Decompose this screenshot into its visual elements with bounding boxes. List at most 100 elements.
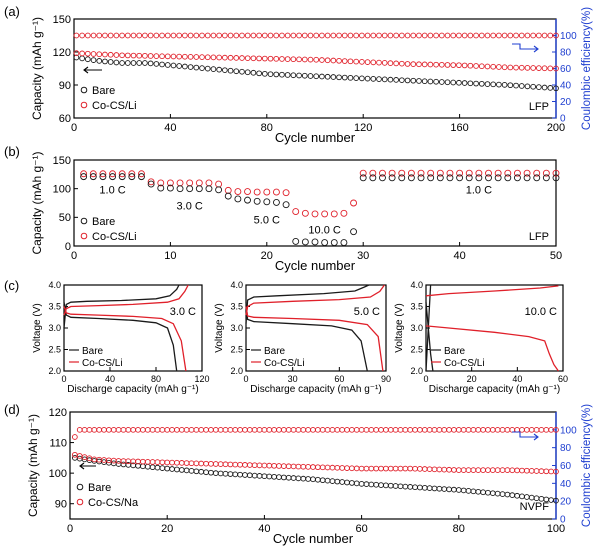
data-point: [256, 473, 263, 479]
y-tick-label: 0: [65, 241, 71, 253]
y-tick-label: 120: [49, 407, 67, 419]
data-point: [182, 32, 188, 39]
data-point: [79, 50, 85, 57]
data-point: [216, 54, 222, 61]
data-point: [80, 173, 88, 181]
data-point: [530, 32, 537, 39]
y-tick-label: 2.5: [410, 345, 423, 355]
data-point: [547, 65, 554, 72]
data-point: [461, 80, 468, 86]
data-point: [431, 485, 438, 492]
data-point: [222, 461, 229, 468]
data-point: [524, 64, 531, 71]
data-point: [490, 32, 497, 39]
y2-axis-label: Coulombic efficiency(%): [581, 404, 593, 527]
data-point: [216, 66, 222, 73]
data-point: [446, 169, 454, 177]
data-point: [438, 61, 445, 68]
data-point: [118, 173, 126, 181]
data-point: [417, 174, 425, 182]
data-point: [416, 32, 422, 39]
data-point: [410, 61, 417, 67]
data-point: [166, 179, 174, 187]
legend-label: Co-CS/Li: [92, 231, 137, 243]
data-point: [174, 466, 180, 473]
data-point: [530, 65, 537, 71]
data-point: [109, 173, 117, 181]
legend-label: Bare: [92, 216, 115, 228]
data-point: [91, 426, 98, 433]
data-point: [90, 57, 97, 63]
data-point: [533, 426, 540, 433]
data-point: [250, 32, 257, 39]
data-point: [553, 32, 559, 39]
voltage-curve: [245, 302, 368, 372]
data-point: [174, 459, 180, 466]
data-point: [251, 472, 258, 479]
data-point: [239, 32, 245, 39]
data-point: [266, 462, 273, 469]
data-point: [193, 468, 200, 475]
data-point: [518, 83, 525, 89]
data-point: [183, 460, 190, 466]
data-point: [73, 50, 80, 56]
data-point: [451, 467, 457, 473]
data-point: [407, 484, 414, 490]
data-point: [426, 485, 433, 491]
data-point: [266, 473, 273, 480]
data-point: [300, 426, 307, 433]
data-point: [290, 463, 297, 470]
data-point: [284, 56, 291, 62]
data-point: [142, 32, 148, 39]
data-point: [285, 426, 292, 433]
data-point: [107, 32, 114, 39]
data-point: [115, 458, 122, 464]
data-point: [216, 32, 222, 39]
rate-label: 3.0 C: [170, 306, 196, 318]
data-point: [392, 426, 399, 433]
data-point: [494, 490, 501, 497]
plot-frame: [73, 159, 557, 247]
data-point: [296, 72, 302, 79]
data-point: [149, 426, 156, 433]
data-point: [305, 476, 311, 482]
data-point: [353, 465, 360, 472]
data-point: [485, 426, 491, 433]
data-point: [496, 64, 502, 70]
voltage-curve: [63, 306, 187, 372]
data-point: [296, 32, 302, 39]
data-point: [99, 173, 107, 181]
data-point: [153, 61, 160, 67]
chart-b: 0 10 20 30 40 50 0 50 100 150 Cycle number Capacity…: [30, 151, 562, 273]
data-point: [170, 53, 177, 60]
data-point: [159, 61, 165, 68]
data-point: [456, 174, 464, 182]
data-point: [446, 426, 452, 433]
data-point: [282, 201, 290, 209]
data-point: [305, 426, 311, 433]
voltage-curve: [63, 284, 180, 329]
data-point: [237, 471, 243, 478]
data-point: [553, 468, 559, 475]
panel-label-a: (a): [4, 4, 20, 19]
data-point: [441, 466, 448, 473]
data-point: [198, 468, 205, 475]
data-point: [86, 426, 93, 433]
data-point: [267, 55, 274, 62]
data-point: [149, 459, 156, 465]
data-point: [198, 460, 205, 467]
legend-label: Co-CS/Li: [444, 358, 485, 369]
data-point: [301, 32, 308, 39]
data-point: [79, 55, 85, 62]
data-point: [530, 83, 537, 90]
data-point: [407, 169, 415, 177]
legend-label: Bare: [444, 346, 466, 357]
data-point: [101, 426, 107, 433]
x-tick-label: 80: [151, 374, 161, 384]
data-point: [125, 426, 132, 433]
data-point: [388, 169, 396, 177]
data-point: [330, 57, 337, 64]
cathode-tag: LFP: [529, 101, 549, 113]
data-point: [261, 70, 268, 77]
data-point: [301, 56, 308, 63]
